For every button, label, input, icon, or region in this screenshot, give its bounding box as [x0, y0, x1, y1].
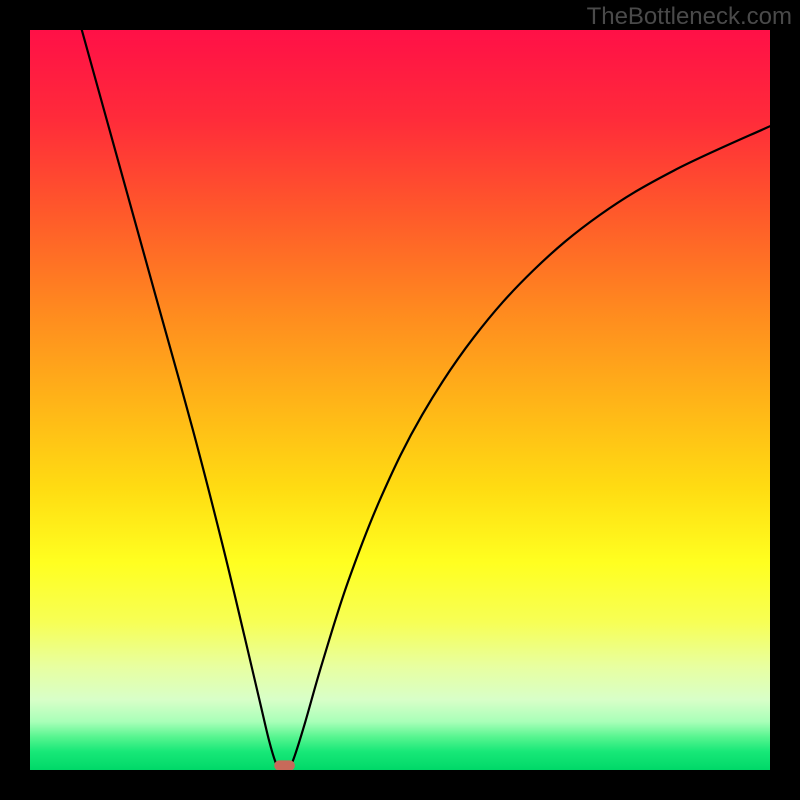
chart-frame: TheBottleneck.com: [0, 0, 800, 800]
watermark-text: TheBottleneck.com: [587, 3, 792, 31]
plot-area: [30, 30, 770, 770]
minimum-marker: [274, 760, 295, 770]
plot-svg: [30, 30, 770, 770]
gradient-background: [30, 30, 770, 770]
